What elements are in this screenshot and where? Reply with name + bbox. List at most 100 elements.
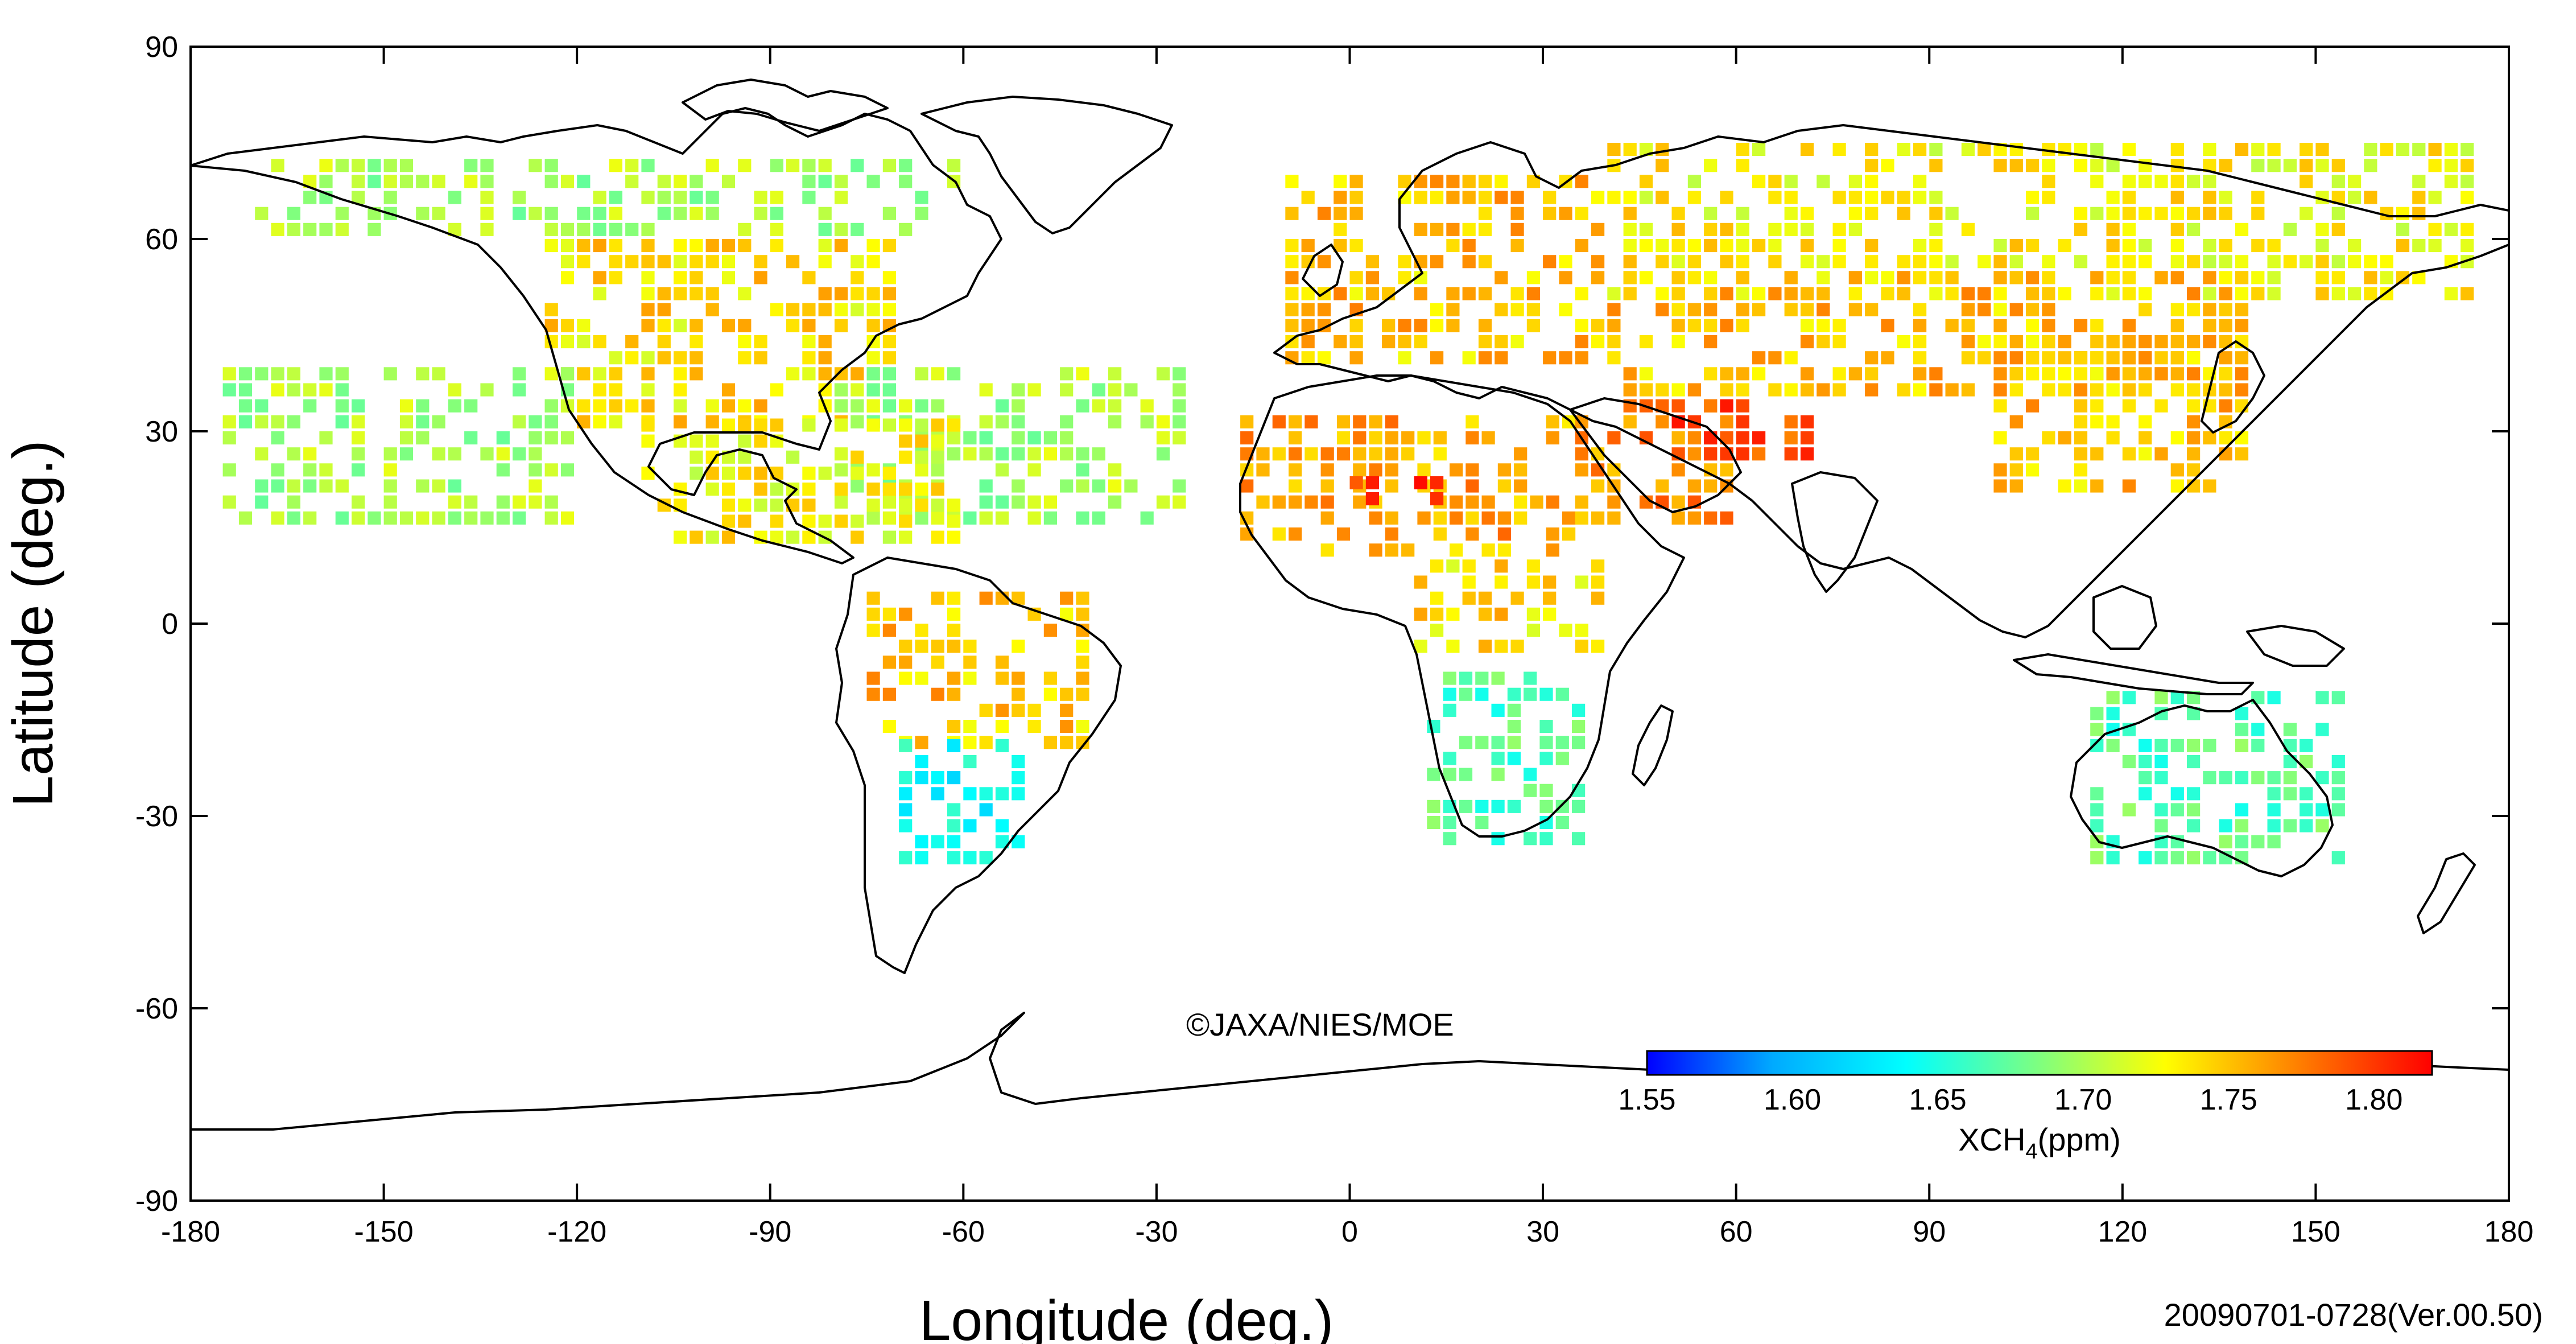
data-cell xyxy=(721,383,736,397)
coast-greenland xyxy=(920,96,1173,234)
data-cell xyxy=(1478,640,1492,653)
data-cell xyxy=(1285,303,1299,316)
data-cell xyxy=(1495,303,1508,316)
data-cell xyxy=(2139,367,2152,381)
data-cell xyxy=(593,191,606,204)
data-cell xyxy=(1865,143,1879,156)
data-cell xyxy=(496,511,510,525)
coast-north-america xyxy=(191,107,1002,564)
data-cell xyxy=(2219,399,2232,413)
data-cell xyxy=(222,367,236,381)
data-cell xyxy=(1076,671,1089,685)
data-cell xyxy=(222,415,236,428)
data-cell xyxy=(931,434,944,448)
data-cell xyxy=(2170,271,2184,285)
data-cell xyxy=(2203,739,2216,752)
data-cell xyxy=(1784,431,1798,445)
data-cell xyxy=(609,271,622,285)
data-cell xyxy=(1607,303,1621,316)
data-cell xyxy=(1301,255,1315,269)
data-cell xyxy=(705,287,719,300)
xch4-cells xyxy=(222,143,2474,865)
data-cell xyxy=(2251,271,2265,285)
data-cell xyxy=(1365,492,1379,506)
coast-south-america xyxy=(835,556,1122,974)
data-cell xyxy=(1961,222,1975,236)
data-cell xyxy=(786,159,800,172)
data-cell xyxy=(738,239,752,253)
data-cell xyxy=(609,159,622,172)
data-cell xyxy=(1491,832,1505,846)
data-cell xyxy=(818,351,832,365)
data-cell xyxy=(432,479,445,493)
data-cell xyxy=(2235,739,2249,752)
data-cell xyxy=(1687,447,1701,461)
data-cell xyxy=(1507,752,1521,765)
data-cell xyxy=(303,511,317,525)
data-cell xyxy=(1301,351,1315,365)
data-cell xyxy=(303,447,317,461)
data-cell xyxy=(915,835,928,848)
data-cell xyxy=(674,319,687,332)
data-cell xyxy=(2122,351,2136,365)
data-cell xyxy=(1720,383,1733,397)
data-cell xyxy=(1848,222,1862,236)
data-cell xyxy=(496,447,510,461)
data-cell xyxy=(1572,720,1586,733)
data-cell xyxy=(1945,207,1959,220)
data-cell xyxy=(2396,271,2410,285)
data-cell xyxy=(931,399,944,413)
data-cell xyxy=(2139,431,2152,445)
x-tick-label: 150 xyxy=(2291,1215,2340,1248)
data-cell xyxy=(303,191,317,204)
data-cell xyxy=(2300,207,2313,220)
data-cell xyxy=(1414,640,1427,653)
data-cell xyxy=(1398,175,1411,188)
data-cell xyxy=(1752,143,1766,156)
data-cell xyxy=(1497,511,1511,525)
data-cell xyxy=(352,399,365,413)
data-cell xyxy=(1462,591,1476,605)
data-cell xyxy=(625,159,639,172)
data-cell xyxy=(1478,319,1492,332)
data-cell xyxy=(2074,431,2088,445)
data-cell xyxy=(577,255,591,269)
data-cell xyxy=(657,335,671,349)
data-cell xyxy=(882,687,896,701)
data-cell xyxy=(1285,271,1299,285)
data-cell xyxy=(593,383,606,397)
data-cell xyxy=(1752,239,1766,253)
data-cell xyxy=(738,467,752,480)
data-cell xyxy=(1076,736,1089,749)
data-cell xyxy=(1539,720,1553,733)
data-cell xyxy=(2444,222,2458,236)
data-cell xyxy=(1671,495,1685,509)
data-cell xyxy=(1591,255,1605,269)
data-cell xyxy=(2170,463,2184,477)
data-cell xyxy=(963,755,977,769)
data-cell xyxy=(2187,463,2201,477)
data-cell xyxy=(287,447,300,461)
data-cell xyxy=(544,207,558,220)
data-cell xyxy=(1961,319,1975,332)
data-cell xyxy=(352,415,365,428)
data-cell xyxy=(544,431,558,445)
data-cell xyxy=(2009,351,2023,365)
data-cell xyxy=(1656,479,1669,493)
data-cell xyxy=(931,530,944,544)
data-cell xyxy=(2170,255,2184,269)
data-cell xyxy=(2058,367,2071,381)
data-cell xyxy=(1459,799,1473,813)
data-cell xyxy=(2428,143,2442,156)
data-cell xyxy=(1656,399,1669,413)
data-cell xyxy=(995,835,1009,848)
data-cell xyxy=(1369,431,1382,445)
data-cell xyxy=(674,175,687,188)
data-cell xyxy=(754,191,767,204)
data-cell xyxy=(2090,143,2104,156)
data-cell xyxy=(674,239,687,253)
data-cell xyxy=(1514,447,1528,461)
data-cell xyxy=(1495,607,1508,621)
data-cell xyxy=(2267,271,2281,285)
